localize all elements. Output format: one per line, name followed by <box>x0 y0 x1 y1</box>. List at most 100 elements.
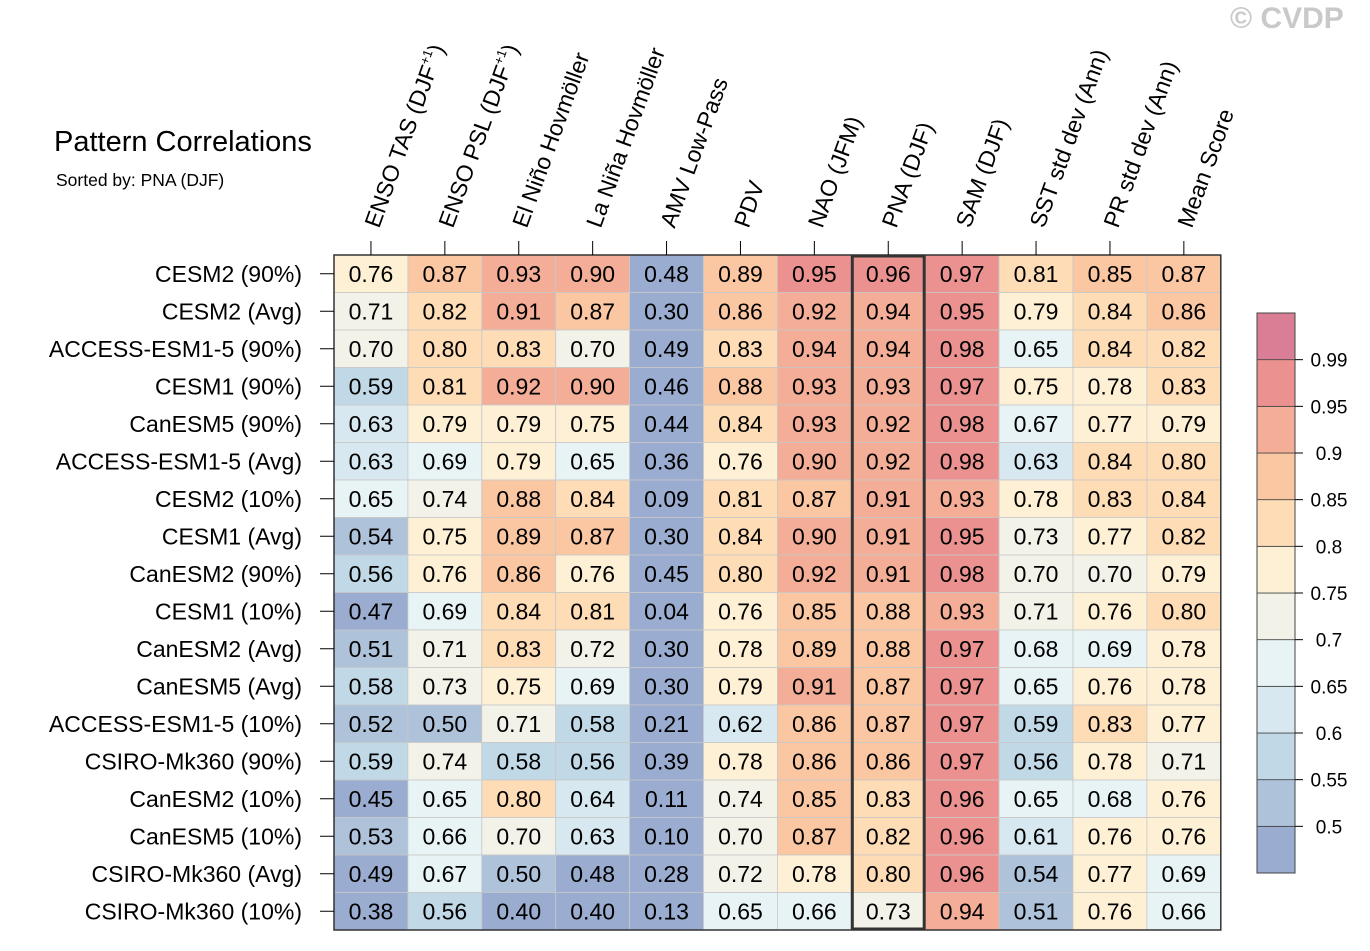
cell-value: 0.98 <box>940 336 985 362</box>
heatmap-cell <box>1146 479 1222 518</box>
heatmap-cell <box>703 554 778 593</box>
heatmap-cell <box>1146 667 1222 706</box>
heatmap-cell <box>924 667 1000 706</box>
heatmap-cell <box>924 892 1000 931</box>
cell-value: 0.69 <box>1161 861 1206 887</box>
row-label: CanESM2 (10%) <box>129 786 302 812</box>
cell-value: 0.82 <box>422 298 467 324</box>
heatmap-cell <box>407 854 483 893</box>
cell-value: 0.83 <box>496 636 541 662</box>
heatmap-cell <box>333 667 409 706</box>
column-label: NAO (JFM) <box>803 113 867 231</box>
cell-value: 0.04 <box>644 598 689 624</box>
cell-value: 0.47 <box>349 598 394 624</box>
cell-value: 0.21 <box>644 711 689 737</box>
colorbar-swatch <box>1256 359 1296 407</box>
cell-value: 0.65 <box>1014 336 1059 362</box>
cell-value: 0.80 <box>422 336 467 362</box>
cell-value: 0.92 <box>792 561 837 587</box>
colorbar-label: 0.99 <box>1311 351 1348 372</box>
cell-value: 0.65 <box>1014 786 1059 812</box>
column-label: La Niña Hovmöller <box>581 44 670 231</box>
cell-value: 0.93 <box>792 411 837 437</box>
heatmap-cell <box>481 854 557 893</box>
cell-value: 0.80 <box>1161 448 1206 474</box>
cell-value: 0.56 <box>349 561 394 587</box>
heatmap-cell <box>333 554 409 593</box>
heatmap-cell <box>629 779 704 818</box>
cell-value: 0.84 <box>718 411 763 437</box>
cell-value: 0.76 <box>1088 823 1133 849</box>
heatmap-cell <box>998 742 1074 781</box>
cell-value: 0.87 <box>422 261 467 287</box>
colorbar-swatch <box>1256 685 1296 734</box>
cell-value: 0.73 <box>422 673 467 699</box>
cell-value: 0.56 <box>1014 748 1059 774</box>
row-label: CSIRO-Mk360 (10%) <box>85 898 302 924</box>
colorbar-swatch <box>1256 545 1296 594</box>
heatmap-cell <box>1072 817 1148 856</box>
heatmap-cell <box>998 592 1074 631</box>
cell-value: 0.38 <box>349 898 394 924</box>
cell-value: 0.76 <box>1088 673 1133 699</box>
cell-value: 0.90 <box>792 523 837 549</box>
cell-value: 0.63 <box>349 411 394 437</box>
column-label: ENSO TAS (DJF+1) <box>358 40 449 230</box>
heatmap-cell <box>998 329 1074 368</box>
heatmap-cell <box>703 854 778 893</box>
heatmap-cell <box>1146 329 1222 368</box>
cell-value: 0.59 <box>349 373 394 399</box>
cell-value: 0.94 <box>866 336 911 362</box>
cell-value: 0.85 <box>792 786 837 812</box>
cell-value: 0.84 <box>1088 336 1133 362</box>
heatmap-cell <box>629 554 704 593</box>
cell-value: 0.80 <box>1161 598 1206 624</box>
cell-value: 0.66 <box>792 898 837 924</box>
cell-value: 0.54 <box>349 523 394 549</box>
heatmap-cell <box>998 629 1074 668</box>
cell-value: 0.76 <box>1088 898 1133 924</box>
cell-value: 0.76 <box>1161 823 1206 849</box>
cell-value: 0.70 <box>570 336 615 362</box>
cell-value: 0.89 <box>792 636 837 662</box>
cell-value: 0.70 <box>496 823 541 849</box>
cell-value: 0.88 <box>718 373 763 399</box>
heatmap-cell <box>777 742 852 781</box>
cell-value: 0.67 <box>422 861 467 887</box>
cell-value: 0.94 <box>940 898 985 924</box>
heatmap-cell <box>333 742 409 781</box>
cell-value: 0.78 <box>718 748 763 774</box>
cell-value: 0.62 <box>718 711 763 737</box>
colorbar-label: 0.9 <box>1316 444 1342 465</box>
heatmap-cell <box>407 367 483 406</box>
row-label: CSIRO-Mk360 (90%) <box>85 748 302 774</box>
cell-value: 0.93 <box>940 598 985 624</box>
row-label: CESM2 (10%) <box>155 486 302 512</box>
heatmap-cell <box>629 517 704 556</box>
cell-value: 0.66 <box>422 823 467 849</box>
cell-value: 0.93 <box>496 261 541 287</box>
heatmap-cell <box>481 629 557 668</box>
column-label: AMV Low-Pass <box>655 74 733 231</box>
cell-value: 0.86 <box>792 748 837 774</box>
row-label: ACCESS-ESM1-5 (10%) <box>49 711 302 737</box>
heatmap-cell <box>703 667 778 706</box>
cell-value: 0.40 <box>570 898 615 924</box>
cell-value: 0.94 <box>866 298 911 324</box>
cell-value: 0.71 <box>349 298 394 324</box>
heatmap-cell <box>1072 554 1148 593</box>
heatmap-cell <box>924 854 1000 893</box>
row-label: CanESM2 (Avg) <box>136 636 302 662</box>
cell-value: 0.81 <box>422 373 467 399</box>
colorbar-label: 0.85 <box>1311 491 1348 512</box>
row-label: CESM1 (10%) <box>155 598 302 624</box>
heatmap-cell <box>333 892 409 931</box>
cell-value: 0.83 <box>1088 486 1133 512</box>
cell-value: 0.80 <box>718 561 763 587</box>
colorbar-swatch <box>1256 452 1296 501</box>
cell-value: 0.63 <box>1014 448 1059 474</box>
cell-value: 0.91 <box>792 673 837 699</box>
heatmap-cell <box>703 817 778 856</box>
heatmap-cell <box>1146 554 1222 593</box>
